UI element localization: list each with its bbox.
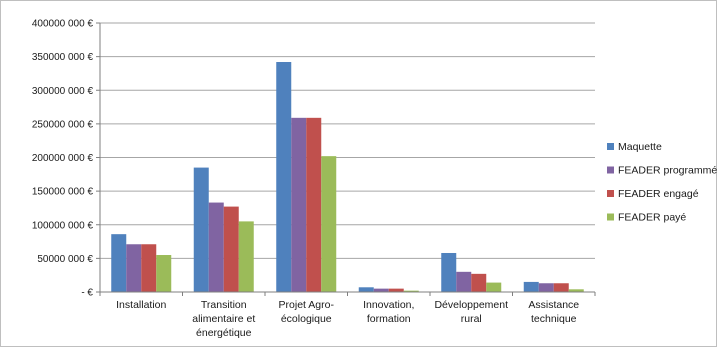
bar-feader-engag--5: [553, 283, 569, 292]
bar-maquette-3: [358, 287, 374, 292]
axes: - € 50000 000 € 100000 000 € 150000 000 € 20…: [32, 19, 596, 339]
category-label-line: Développement: [434, 299, 508, 311]
category-label-line: rural: [461, 313, 482, 325]
legend-swatch: [607, 166, 614, 174]
category-label-line: formation: [367, 313, 411, 325]
bar-feader-pay--5: [568, 289, 584, 292]
bar-feader-engag--1: [223, 206, 239, 292]
y-tick-label: 50000 000 €: [37, 254, 93, 265]
category-label-line: Installation: [116, 299, 166, 311]
bar-maquette-4: [441, 252, 457, 292]
bar-feader-programm--3: [373, 288, 389, 292]
category-label: Transition alimentaire et énergétique: [192, 299, 255, 339]
bar-feader-engag--0: [141, 244, 157, 292]
bar-feader-engag--4: [471, 273, 487, 292]
bar-feader-pay--4: [486, 282, 502, 292]
y-tick-label: 250000 000 €: [32, 119, 94, 130]
legend-label: FEADER engagé: [618, 188, 699, 200]
bar-feader-programm--2: [291, 117, 307, 292]
bar-feader-programm--5: [538, 283, 554, 292]
bar-feader-engag--2: [306, 117, 322, 292]
legend: Maquette FEADER programmé FEADER engagé FEA…: [607, 141, 717, 224]
legend-label: Maquette: [618, 141, 662, 153]
category-label: Innovation, formation: [363, 299, 414, 325]
y-tick-label: 100000 000 €: [32, 220, 94, 231]
category-label-line: Projet Agro-: [279, 299, 335, 311]
category-label-line: énergétique: [196, 327, 252, 339]
legend-label: FEADER payé: [618, 212, 686, 224]
bar-feader-programm--4: [456, 271, 472, 292]
category-label: Assistance technique: [528, 299, 579, 325]
y-tick-label: 300000 000 €: [32, 86, 94, 97]
legend-label: FEADER programmé: [618, 165, 717, 177]
bars: [111, 62, 584, 292]
category-label-line: Transition: [201, 299, 247, 311]
bar-feader-pay--0: [156, 255, 172, 292]
category-label: Développement rural: [434, 299, 508, 325]
bar-feader-engag--3: [388, 288, 404, 292]
category-label-line: Innovation,: [363, 299, 414, 311]
bar-feader-pay--3: [403, 290, 419, 292]
bar-feader-pay--1: [238, 221, 254, 292]
category-label-line: alimentaire et: [192, 313, 255, 325]
category-label-line: écologique: [281, 313, 332, 325]
y-tick-label: 150000 000 €: [32, 187, 94, 198]
y-tick-label: 400000 000 €: [32, 19, 94, 30]
y-tick-label: 200000 000 €: [32, 153, 94, 164]
bar-maquette-2: [276, 62, 292, 292]
category-label-line: technique: [531, 313, 577, 325]
bar-feader-programm--0: [126, 244, 142, 292]
legend-swatch: [607, 190, 614, 197]
bar-maquette-5: [523, 281, 539, 292]
bar-feader-programm--1: [208, 202, 224, 292]
category-label-line: Assistance: [528, 299, 579, 311]
legend-swatch: [607, 213, 614, 221]
category-label: Projet Agro-écologique: [279, 299, 335, 325]
legend-swatch: [607, 143, 614, 150]
bar-maquette-1: [193, 167, 209, 292]
y-tick-label: - €: [81, 288, 93, 299]
bar-feader-pay--2: [321, 156, 337, 292]
bar-maquette-0: [111, 234, 127, 292]
gridlines: [100, 22, 595, 259]
category-label: Installation: [116, 299, 166, 311]
y-tick-label: 350000 000 €: [32, 52, 94, 63]
